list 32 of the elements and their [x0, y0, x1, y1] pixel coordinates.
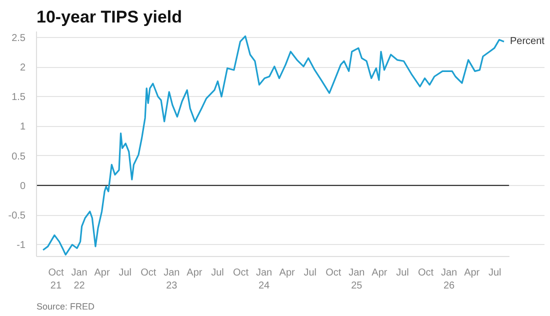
x-tick-label: Jul — [211, 268, 224, 278]
x-tick-label: Oct — [326, 268, 342, 278]
x-tick-label: Jul — [304, 268, 317, 278]
x-tick-label: Jan 26 — [441, 268, 458, 292]
x-tick-label: Jan 24 — [256, 268, 272, 292]
annotation: Percent — [510, 36, 545, 48]
chart-title: 10-year TIPS yield — [36, 8, 182, 26]
y-tick-label: 1.5 — [12, 92, 26, 104]
y-tick-label: 2.5 — [12, 32, 26, 44]
x-tick-label: Apr — [279, 268, 296, 278]
y-tick-label: 2 — [20, 62, 26, 74]
x-tick-label: Apr — [464, 268, 480, 278]
x-tick-label: Oct — [232, 268, 249, 278]
x-tick-label: Oct — [140, 268, 156, 278]
y-tick-label: 0.5 — [12, 151, 26, 162]
x-tick-label: Jan 22 — [71, 268, 88, 292]
x-tick-label: Apr — [94, 268, 111, 278]
y-tick-label: 1 — [20, 122, 26, 133]
x-tick-label: Apr — [372, 268, 388, 278]
x-tick-label: Oct 21 — [48, 268, 64, 292]
x-tick-label: Jan 25 — [348, 268, 365, 292]
x-tick-label: Jul — [396, 268, 409, 278]
x-tick-label: Apr — [186, 268, 203, 278]
source-note: Source: FRED — [36, 302, 96, 312]
x-tick-label: Jan 23 — [164, 268, 180, 292]
y-tick-label: -0.5 — [8, 210, 26, 222]
y-tick-label: -1 — [16, 240, 26, 252]
x-tick-label: Jul — [118, 268, 132, 278]
line-series — [42, 35, 505, 256]
x-tick-label: Oct — [418, 268, 434, 278]
y-tick-label: 0 — [20, 180, 26, 192]
x-tick-label: Jul — [488, 268, 502, 278]
